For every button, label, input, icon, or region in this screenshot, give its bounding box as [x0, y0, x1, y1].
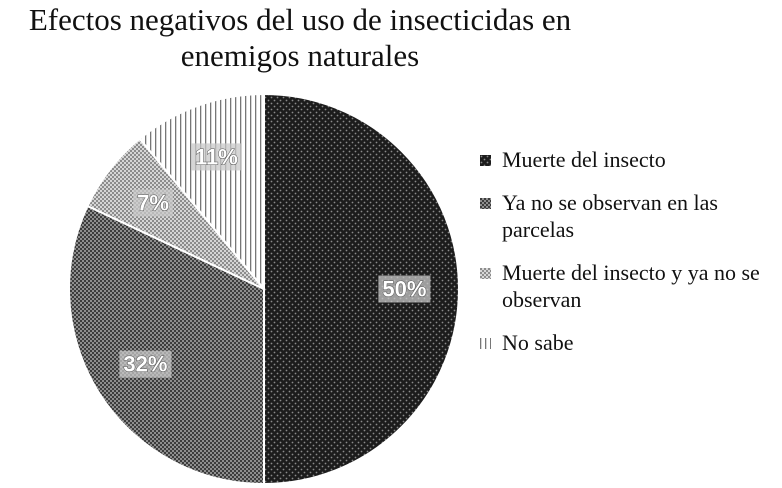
slice-data-label: 7% — [133, 189, 173, 217]
legend-label: No sabe — [502, 330, 574, 355]
legend-label: Muerte del insecto — [502, 147, 666, 172]
svg-text:32%: 32% — [123, 352, 167, 377]
legend-item: Muerte del insecto y ya no se observan — [480, 259, 780, 313]
legend-item: No sabe — [480, 329, 780, 356]
legend-swatch-icon — [480, 268, 491, 279]
legend-swatch-icon — [480, 198, 491, 209]
svg-text:50%: 50% — [382, 277, 426, 302]
legend-item: Ya no se observan en las parcelas — [480, 189, 780, 243]
chart-legend: Muerte del insecto Ya no se observan en … — [480, 146, 780, 372]
pie-slice — [263, 92, 460, 486]
pie-slice — [68, 204, 265, 486]
svg-text:7%: 7% — [137, 190, 169, 215]
chart-title-line-2: enemigos naturales — [180, 38, 420, 73]
legend-label: Ya no se observan en las parcelas — [502, 190, 718, 242]
slice-data-label: 11% — [191, 143, 242, 171]
legend-swatch-icon — [480, 338, 491, 349]
svg-text:11%: 11% — [195, 144, 238, 169]
slice-data-label: 32% — [119, 350, 172, 378]
slice-data-label: 50% — [378, 275, 431, 303]
legend-swatch-icon — [480, 155, 491, 166]
chart-title-line-1: Efectos negativos del uso de insecticida… — [28, 2, 572, 37]
pie-slice — [138, 92, 265, 292]
legend-label: Muerte del insecto y ya no se observan — [502, 260, 760, 312]
legend-item: Muerte del insecto — [480, 146, 780, 173]
chart-title: Efectos negativos del uso de insecticida… — [0, 2, 600, 74]
